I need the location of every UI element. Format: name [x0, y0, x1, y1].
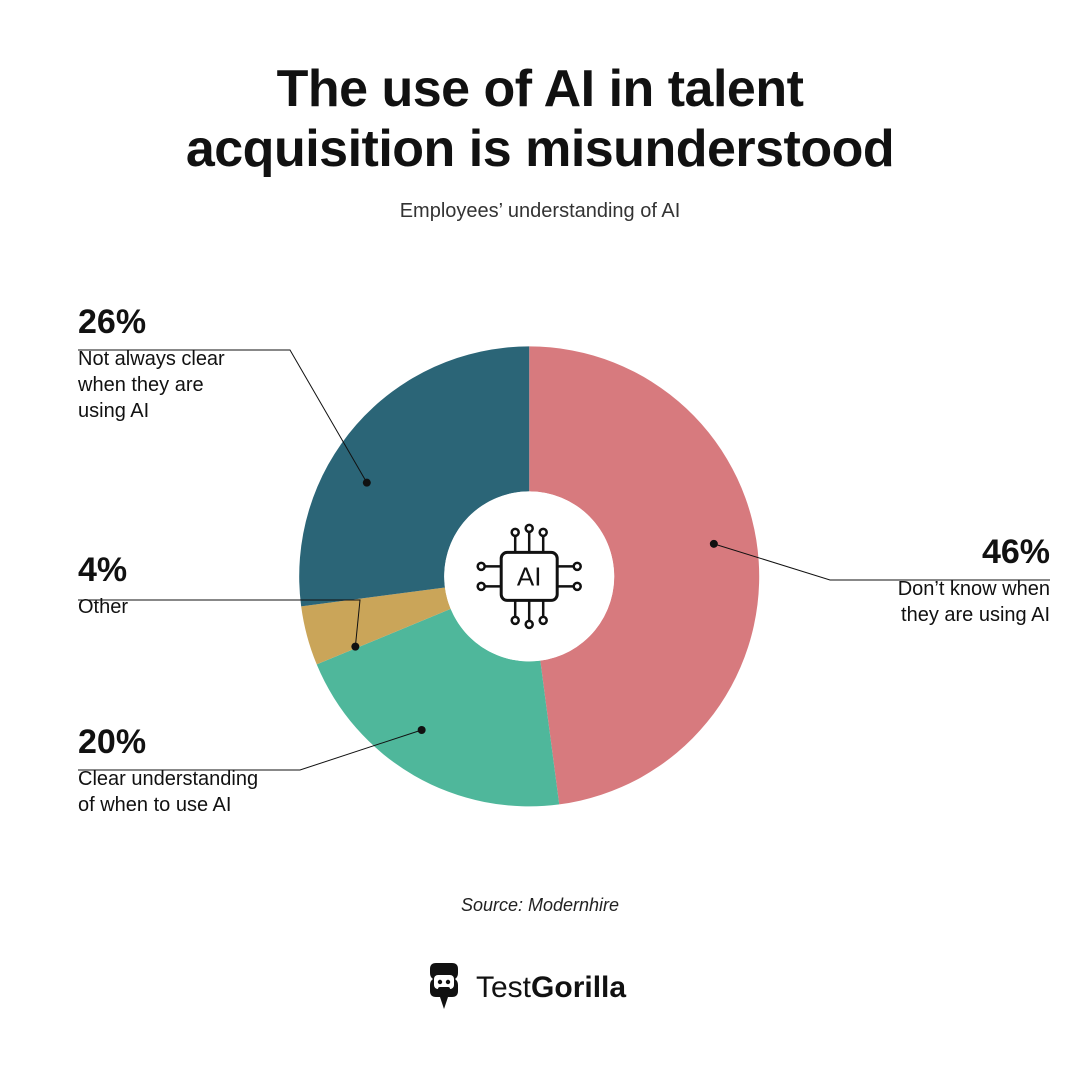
callout-desc-line: Other — [78, 596, 128, 618]
callout-other: 4% Other — [78, 548, 278, 620]
leader-dot-other — [351, 643, 359, 651]
svg-text:AI: AI — [517, 561, 542, 591]
callout-pct: 20% — [78, 720, 338, 764]
brand-logo: TestGorilla — [0, 955, 1080, 1019]
callout-clear: 20% Clear understanding of when to use A… — [78, 720, 338, 818]
callout-pct: 26% — [78, 300, 308, 344]
callout-pct: 46% — [830, 530, 1050, 574]
page-title: The use of AI in talent acquisition is m… — [0, 60, 1080, 180]
leader-dot-clear — [418, 726, 426, 734]
testgorilla-logo-icon: TestGorilla — [410, 955, 670, 1019]
callout-desc-line: Don’t know when — [898, 578, 1050, 600]
leader-dot-not_always_clear — [363, 479, 371, 487]
callout-not-always-clear: 26% Not always clear when they are using… — [78, 300, 308, 424]
leader-dot-dont_know — [710, 540, 718, 548]
title-line2: acquisition is misunderstood — [186, 120, 894, 178]
page-subtitle: Employees’ understanding of AI — [0, 200, 1080, 223]
callout-dont-know: 46% Don’t know when they are using AI — [830, 530, 1050, 628]
callout-desc-line: using AI — [78, 400, 149, 422]
title-line1: The use of AI in talent — [277, 60, 804, 118]
callout-pct: 4% — [78, 548, 278, 592]
callout-desc-line: Clear understanding — [78, 768, 258, 790]
source-text: Source: Modernhire — [0, 895, 1080, 916]
infographic-page: The use of AI in talent acquisition is m… — [0, 0, 1080, 1080]
callout-desc-line: Not always clear — [78, 348, 225, 370]
svg-text:TestGorilla: TestGorilla — [476, 971, 626, 1004]
callout-desc-line: they are using AI — [901, 604, 1050, 626]
callout-desc-line: when they are — [78, 374, 204, 396]
callout-desc-line: of when to use AI — [78, 794, 231, 816]
